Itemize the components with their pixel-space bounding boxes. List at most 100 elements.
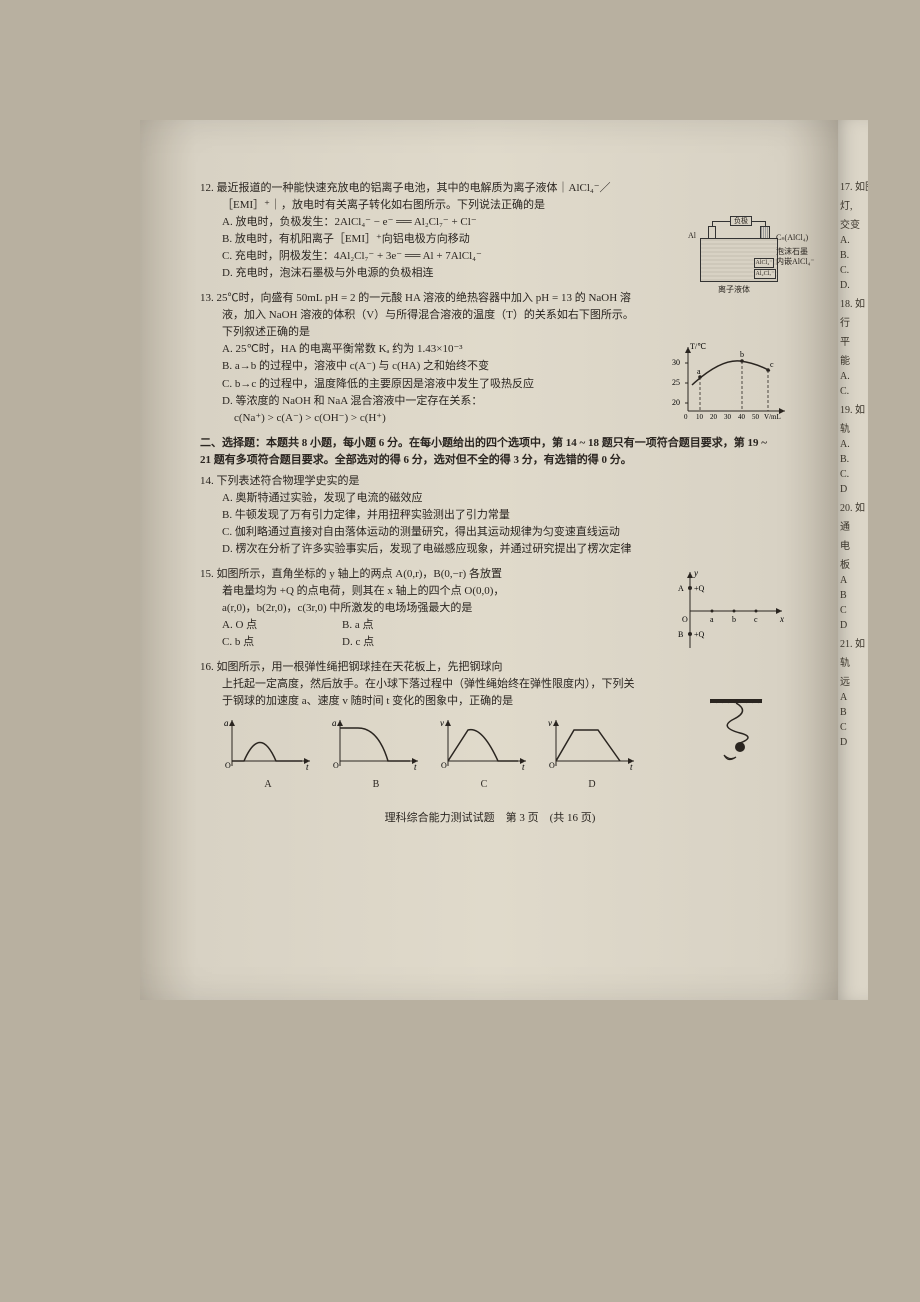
svg-text:a: a: [697, 367, 701, 376]
svg-text:25: 25: [672, 378, 680, 387]
q12-fig-cn-label: Cₙ(AlCl₄): [776, 232, 808, 244]
next-page-fragment: B.: [838, 454, 868, 465]
next-page-fragment: C: [838, 605, 868, 616]
q16-number: 16.: [200, 661, 214, 673]
q15-opt-b: B. a 点: [342, 619, 373, 631]
svg-text:v: v: [440, 718, 444, 728]
question-15: 15. 如图所示，直角坐标的 y 轴上的两点 A(0,r)，B(0,−r) 各放…: [200, 566, 780, 651]
page-footer: 理科综合能力测试试题 第 3 页 (共 16 页): [200, 810, 780, 827]
q13-opt-d-line2: c(Na⁺) > c(A⁻) > c(OH⁻) > c(H⁺): [200, 410, 650, 427]
q12-fig-intercal-label: 内嵌AlCl₄⁻: [776, 256, 815, 268]
q12-number: 12.: [200, 182, 214, 194]
next-page-fragment: 电: [838, 537, 868, 552]
q16-graph-a: atO A: [222, 716, 314, 792]
q14-opt-c: C. 伽利略通过直接对自由落体运动的测量研究，得出其运动规律为匀变速直线运动: [200, 524, 780, 541]
next-page-sliver: 17. 如图灯,交变A.B.C.D.18. 如行平能A.C.19. 如轨A.B.…: [838, 120, 868, 1000]
svg-text:a: a: [710, 615, 714, 624]
q12-fig-al2cl7-box: Al₂Cl₇⁻: [754, 269, 776, 279]
q16-graph-b-label: B: [330, 777, 422, 793]
q15-opt-a: A. O 点: [222, 617, 342, 634]
q12-stem-l2: ［EMI］⁺｜，放电时有关离子转化如右图所示。下列说法正确的是: [200, 197, 670, 214]
svg-text:O: O: [333, 761, 339, 770]
svg-text:a: a: [332, 718, 337, 728]
q12-opt-d: D. 充电时，泡沫石墨极与外电源的负极相连: [200, 265, 670, 282]
next-page-fragment: A: [838, 692, 868, 703]
q13-stem-l1: 25℃时，向盛有 50mL pH = 2 的一元酸 HA 溶液的绝热容器中加入 …: [217, 292, 631, 304]
next-page-fragment: D.: [838, 280, 868, 291]
next-page-fragment: 轨: [838, 654, 868, 669]
q13-stem-l2: 液，加入 NaOH 溶液的体积（V）与所得混合溶液的温度（T）的关系如右下图所示…: [200, 307, 780, 324]
svg-text:t: t: [522, 762, 525, 771]
q16-graph-d-label: D: [546, 777, 638, 793]
next-page-fragment: 17. 如图: [838, 178, 868, 193]
q13-number: 13.: [200, 292, 214, 304]
q16-graphs-row: atO A atO B vtO: [222, 716, 780, 792]
q15-figure-coordinate: y x A+Q B+Q O a b c: [670, 566, 790, 656]
svg-text:O: O: [225, 761, 231, 770]
q12-opt-b: B. 放电时，有机阳离子［EMI］⁺向铝电极方向移动: [200, 231, 670, 248]
svg-text:+Q: +Q: [694, 584, 705, 593]
q14-stem: 下列表述符合物理学史实的是: [217, 475, 360, 487]
next-page-fragment: 远: [838, 673, 868, 688]
svg-text:A: A: [678, 584, 684, 593]
q12-figure-battery: 负极 AlCl₄⁻ Al₂Cl₇⁻ Al Cₙ(AlCl₄) 泡沫石墨 内嵌Al…: [690, 216, 800, 294]
q13-figure-temperature-chart: T/℃ 30 25 20 a b c 0 10 20: [670, 341, 790, 423]
svg-text:t: t: [414, 762, 417, 771]
q15-number: 15.: [200, 568, 214, 580]
q14-opt-b: B. 牛顿发现了万有引力定律，并用扭秤实验测出了引力常量: [200, 507, 780, 524]
q16-stem-l1: 如图所示，用一根弹性绳把钢球挂在天花板上，先把钢球向: [217, 661, 503, 673]
q12-opt-a: A. 放电时，负极发生：2AlCl₄⁻ − e⁻ ══ Al₂Cl₇⁻ + Cl…: [200, 214, 670, 231]
next-page-fragment: D: [838, 484, 868, 495]
svg-text:40: 40: [738, 413, 746, 419]
section-2-instructions: 二、选择题：本题共 8 小题，每小题 6 分。在每小题给出的四个选项中，第 14…: [200, 435, 780, 469]
q12-fig-load-label: 负极: [730, 216, 752, 226]
next-page-fragment: D: [838, 620, 868, 631]
next-page-fragment: A.: [838, 439, 868, 450]
q12-opt-c: C. 充电时，阴极发生：4Al₂Cl₇⁻ + 3e⁻ ══ Al + 7AlCl…: [200, 248, 670, 265]
next-page-fragment: 通: [838, 518, 868, 533]
q14-number: 14.: [200, 475, 214, 487]
svg-text:t: t: [306, 762, 309, 771]
svg-text:c: c: [754, 615, 758, 624]
svg-text:50: 50: [752, 413, 760, 419]
q13-chart-xlabel: V/mL: [764, 413, 781, 419]
q16-graph-d: vtO D: [546, 716, 638, 792]
svg-text:y: y: [693, 568, 698, 578]
next-page-fragment: A: [838, 575, 868, 586]
next-page-fragment: B.: [838, 250, 868, 261]
svg-text:30: 30: [672, 358, 680, 367]
next-page-fragment: 18. 如: [838, 295, 868, 310]
question-14: 14. 下列表述符合物理学史实的是 A. 奥斯特通过实验，发现了电流的磁效应 B…: [200, 473, 780, 558]
q13-opt-c: C. b→c 的过程中，温度降低的主要原因是溶液中发生了吸热反应: [200, 376, 650, 393]
svg-text:v: v: [548, 718, 552, 728]
q16-figure-spring-ball: [710, 699, 770, 764]
svg-text:O: O: [682, 615, 688, 624]
next-page-fragment: C.: [838, 386, 868, 397]
q13-opt-d: D. 等浓度的 NaOH 和 NaA 混合溶液中一定存在关系：: [200, 393, 650, 410]
next-page-fragment: B: [838, 590, 868, 601]
q13-chart-ylabel: T/℃: [690, 342, 706, 351]
next-page-fragment: D: [838, 737, 868, 748]
svg-text:20: 20: [710, 413, 718, 419]
svg-text:B: B: [678, 630, 683, 639]
q15-stem-l1: 如图所示，直角坐标的 y 轴上的两点 A(0,r)，B(0,−r) 各放置: [217, 568, 502, 580]
svg-text:c: c: [770, 360, 774, 369]
next-page-fragment: A.: [838, 371, 868, 382]
svg-text:b: b: [740, 350, 744, 359]
question-13: 13. 25℃时，向盛有 50mL pH = 2 的一元酸 HA 溶液的绝热容器…: [200, 290, 780, 426]
question-16: 16. 如图所示，用一根弹性绳把钢球挂在天花板上，先把钢球向 上托起一定高度，然…: [200, 659, 780, 792]
next-page-fragment: 轨: [838, 420, 868, 435]
svg-text:a: a: [224, 718, 229, 728]
next-page-fragment: C: [838, 722, 868, 733]
q15-stem-l2: 着电量均为 +Q 的点电荷，则其在 x 轴上的四个点 O(0,0)，: [200, 583, 650, 600]
q16-graph-c-label: C: [438, 777, 530, 793]
svg-text:t: t: [630, 762, 633, 771]
next-page-fragment: 能: [838, 352, 868, 367]
next-page-fragment: C.: [838, 265, 868, 276]
q13-stem-l3: 下列叙述正确的是: [200, 324, 780, 341]
svg-text:20: 20: [672, 398, 680, 407]
svg-text:30: 30: [724, 413, 732, 419]
next-page-fragment: 板: [838, 556, 868, 571]
exam-page: 12. 最近报道的一种能快速充放电的铝离子电池，其中的电解质为离子液体｜AlCl…: [140, 120, 840, 1000]
svg-text:0: 0: [684, 413, 688, 419]
